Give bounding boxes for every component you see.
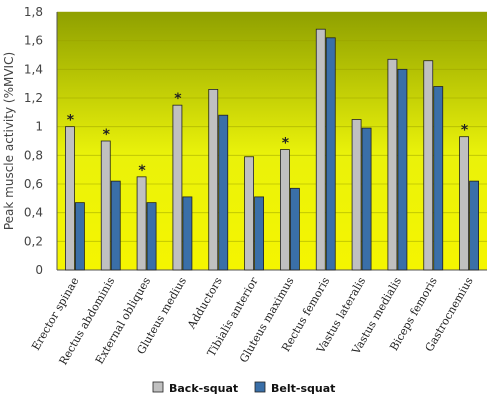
bar-belt-squat [146,202,157,271]
bar-back-squat [244,156,254,271]
bar-back-squat [136,176,147,271]
bar-belt-squat [218,114,229,271]
bar-back-squat [387,58,398,271]
y-tick-label: 1,4 [24,62,43,76]
legend-swatch [152,381,164,393]
y-axis-label: Peak muscle activity (%MVIC) [2,52,16,230]
bar-belt-squat [75,202,85,271]
bar-back-squat [315,28,326,271]
bar-back-squat [172,104,183,271]
bar-belt-squat [110,180,121,271]
significance-star: * [103,127,111,143]
bar-back-squat [280,149,290,271]
y-tick-label: 1,8 [24,5,43,19]
legend: Back-squat Belt-squat [152,381,335,395]
bar-back-squat [65,126,75,271]
bar-belt-squat [433,86,444,271]
bar-belt-squat [325,37,336,271]
y-tick-label: 0 [35,263,43,277]
x-tick-label: Adductors [184,275,225,332]
legend-swatch [254,381,266,393]
bar-back-squat [459,136,469,271]
significance-star: * [282,136,290,152]
significance-star: * [138,163,146,179]
y-tick-label: 1,6 [24,34,43,48]
legend-label: Back-squat [169,382,238,395]
y-tick-label: 0,8 [24,148,43,162]
bar-back-squat [423,60,434,271]
bar-back-squat [100,140,111,271]
plot-background [57,12,487,270]
grid-lines [57,11,487,271]
bar-back-squat [208,89,219,271]
y-tick-label: 1 [35,120,43,134]
bar-belt-squat [397,68,408,271]
bar-belt-squat [254,196,264,271]
significance-star: * [461,123,469,139]
bars [65,28,479,271]
significance-star: * [174,91,182,107]
y-tick-label: 1,2 [24,91,43,105]
axes: 0 0,2 0,4 0,6 0,8 1 1,2 1,4 1,6 1,8 [24,5,487,277]
bar-belt-squat [182,196,193,271]
bar-belt-squat [361,127,372,271]
y-tick-label: 0,4 [24,206,43,220]
y-tick-label: 0,6 [24,177,43,191]
bar-back-squat [351,119,362,271]
y-tick-label: 0,2 [24,234,43,248]
significance-star: * [67,113,75,129]
legend-label: Belt-squat [271,382,335,395]
bar-belt-squat [469,180,479,271]
bar-belt-squat [290,187,300,271]
